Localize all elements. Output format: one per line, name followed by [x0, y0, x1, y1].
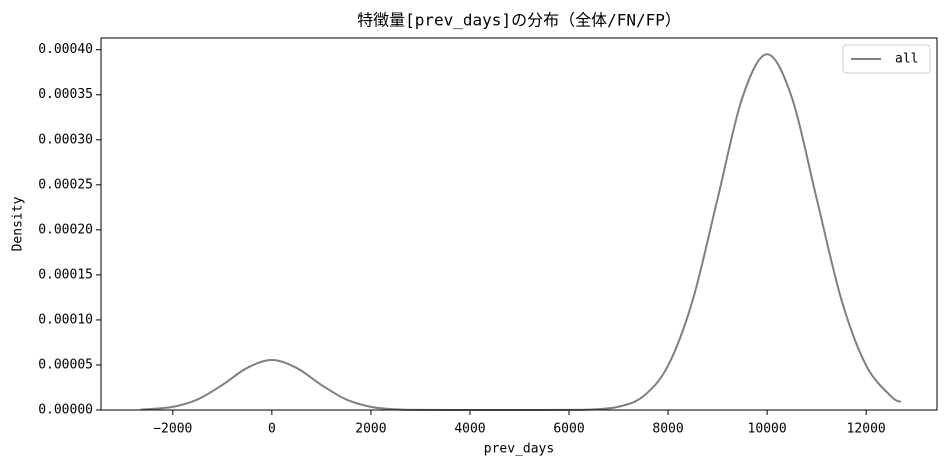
density-line — [140, 53, 902, 412]
chart-title: 特徴量[prev_days]の分布（全体/FN/FP） — [357, 11, 681, 30]
x-tick-label: 12000 — [847, 422, 886, 437]
y-tick-label: 0.00030 — [38, 132, 93, 147]
y-tick-label: 0.00015 — [38, 267, 93, 282]
y-tick-label: 0.00005 — [38, 357, 93, 372]
legend-label: all — [895, 52, 918, 67]
x-tick-label: −2000 — [153, 422, 192, 437]
y-axis-label: Density — [11, 196, 26, 251]
x-tick-label: 6000 — [553, 422, 584, 437]
y-tick-label: 0.00020 — [38, 222, 93, 237]
y-tick-label: 0.00000 — [38, 403, 93, 418]
y-tick-label: 0.00035 — [38, 87, 93, 102]
legend-box — [842, 44, 931, 74]
x-axis-label: prev_days — [484, 442, 554, 457]
x-tick-label: 4000 — [454, 422, 485, 437]
plot-frame — [100, 37, 938, 411]
x-tick-label: 8000 — [652, 422, 683, 437]
y-tick-label: 0.00010 — [38, 312, 93, 327]
y-tick-label: 0.00025 — [38, 177, 93, 192]
x-tick-label: 2000 — [355, 422, 386, 437]
x-tick-label: 10000 — [748, 422, 787, 437]
x-tick-label: 0 — [268, 422, 276, 437]
y-tick-label: 0.00040 — [38, 42, 93, 57]
